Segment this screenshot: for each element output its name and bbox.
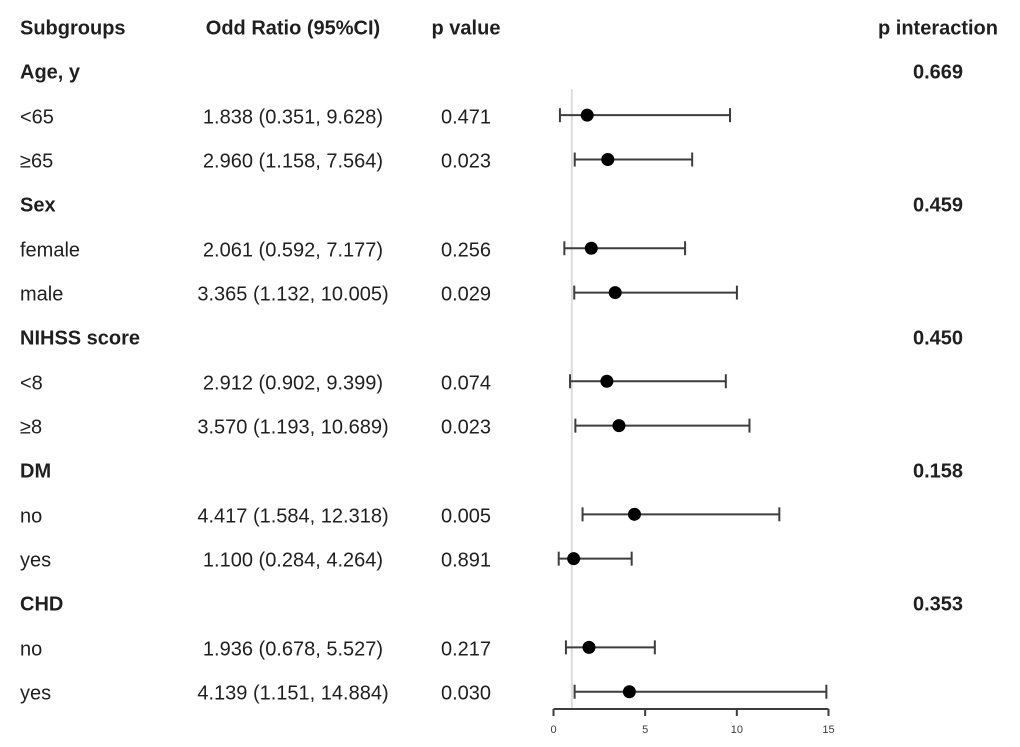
point-estimate bbox=[601, 153, 615, 167]
point-estimate bbox=[582, 640, 596, 654]
group-row-sex: Sex 0.459 bbox=[0, 184, 1020, 228]
or-ci-value: 1.100 (0.284, 4.264) bbox=[202, 549, 384, 572]
table-row: ≥8 3.570 (1.193, 10.689) 0.023 bbox=[0, 406, 1020, 450]
p-interaction-value: 0.450 bbox=[912, 327, 964, 350]
p-value: 0.074 bbox=[440, 372, 492, 395]
p-interaction-value: 0.669 bbox=[912, 61, 964, 84]
x-axis-tick-label: 0 bbox=[550, 724, 556, 736]
table-header-row: Subgroups Odd Ratio (95%CI) p value p in… bbox=[0, 7, 1020, 51]
table-row: <65 1.838 (0.351, 9.628) 0.471 bbox=[0, 95, 1020, 139]
group-row-nihss: NIHSS score 0.450 bbox=[0, 317, 1020, 361]
or-ci-value: 3.570 (1.193, 10.689) bbox=[197, 416, 389, 439]
or-ci-value: 1.838 (0.351, 9.628) bbox=[202, 106, 384, 129]
p-value: 0.005 bbox=[440, 505, 492, 528]
forest-plot-table: Subgroups Odd Ratio (95%CI) p value p in… bbox=[0, 7, 1020, 717]
table-row: <8 2.912 (0.902, 9.399) 0.074 bbox=[0, 362, 1020, 406]
subgroup-label: <8 bbox=[20, 372, 43, 395]
group-label: Age, y bbox=[20, 61, 81, 84]
subgroup-label: ≥8 bbox=[20, 416, 43, 439]
or-ci-value: 2.912 (0.902, 9.399) bbox=[202, 372, 384, 395]
table-row: yes 1.100 (0.284, 4.264) 0.891 bbox=[0, 539, 1020, 583]
p-value: 0.029 bbox=[440, 283, 492, 306]
group-label: DM bbox=[20, 460, 52, 483]
table-row: ≥65 2.960 (1.158, 7.564) 0.023 bbox=[0, 140, 1020, 184]
p-interaction-value: 0.459 bbox=[912, 194, 964, 217]
or-ci-value: 4.417 (1.584, 12.318) bbox=[197, 505, 389, 528]
group-row-age: Age, y 0.669 bbox=[0, 51, 1020, 95]
table-row: yes 4.139 (1.151, 14.884) 0.030 bbox=[0, 672, 1020, 716]
x-axis-tick-label: 5 bbox=[642, 724, 648, 736]
point-estimate bbox=[600, 374, 614, 388]
p-value: 0.217 bbox=[440, 638, 492, 661]
p-interaction-value: 0.158 bbox=[912, 460, 964, 483]
subgroup-label: male bbox=[20, 283, 64, 306]
group-label: Sex bbox=[20, 194, 56, 217]
group-label: NIHSS score bbox=[20, 327, 141, 350]
p-interaction-value: 0.353 bbox=[912, 593, 964, 616]
point-estimate bbox=[584, 241, 598, 255]
point-estimate bbox=[612, 419, 626, 433]
column-header-subgroups: Subgroups bbox=[20, 17, 126, 40]
subgroup-label: ≥65 bbox=[20, 150, 54, 173]
subgroup-label: no bbox=[20, 638, 43, 661]
x-axis-tick-label: 15 bbox=[822, 724, 834, 736]
p-value: 0.891 bbox=[440, 549, 492, 572]
x-axis-tick-label: 10 bbox=[731, 724, 743, 736]
or-ci-value: 2.061 (0.592, 7.177) bbox=[202, 239, 384, 262]
p-value: 0.023 bbox=[440, 150, 492, 173]
p-value: 0.471 bbox=[440, 106, 492, 129]
column-header-odd-ratio: Odd Ratio (95%CI) bbox=[205, 17, 381, 40]
or-ci-value: 2.960 (1.158, 7.564) bbox=[202, 150, 384, 173]
p-value: 0.030 bbox=[440, 682, 492, 705]
table-row: no 4.417 (1.584, 12.318) 0.005 bbox=[0, 495, 1020, 539]
subgroup-label: yes bbox=[20, 682, 52, 705]
group-label: CHD bbox=[20, 593, 64, 616]
point-estimate bbox=[580, 108, 594, 122]
subgroup-label: yes bbox=[20, 549, 52, 572]
group-row-dm: DM 0.158 bbox=[0, 450, 1020, 494]
point-estimate bbox=[608, 286, 622, 300]
p-value: 0.256 bbox=[440, 239, 492, 262]
subgroup-label: female bbox=[20, 239, 81, 262]
subgroup-label: <65 bbox=[20, 106, 54, 129]
subgroup-label: no bbox=[20, 505, 43, 528]
column-header-p-value: p value bbox=[431, 17, 501, 40]
table-row: female 2.061 (0.592, 7.177) 0.256 bbox=[0, 229, 1020, 273]
group-row-chd: CHD 0.353 bbox=[0, 583, 1020, 627]
point-estimate bbox=[567, 552, 581, 566]
or-ci-value: 1.936 (0.678, 5.527) bbox=[202, 638, 384, 661]
or-ci-value: 3.365 (1.132, 10.005) bbox=[197, 283, 389, 306]
or-ci-value: 4.139 (1.151, 14.884) bbox=[197, 682, 389, 705]
point-estimate bbox=[627, 507, 641, 521]
table-row: no 1.936 (0.678, 5.527) 0.217 bbox=[0, 628, 1020, 672]
p-value: 0.023 bbox=[440, 416, 492, 439]
point-estimate bbox=[622, 685, 636, 699]
column-header-p-interaction: p interaction bbox=[877, 17, 998, 40]
table-row: male 3.365 (1.132, 10.005) 0.029 bbox=[0, 273, 1020, 317]
